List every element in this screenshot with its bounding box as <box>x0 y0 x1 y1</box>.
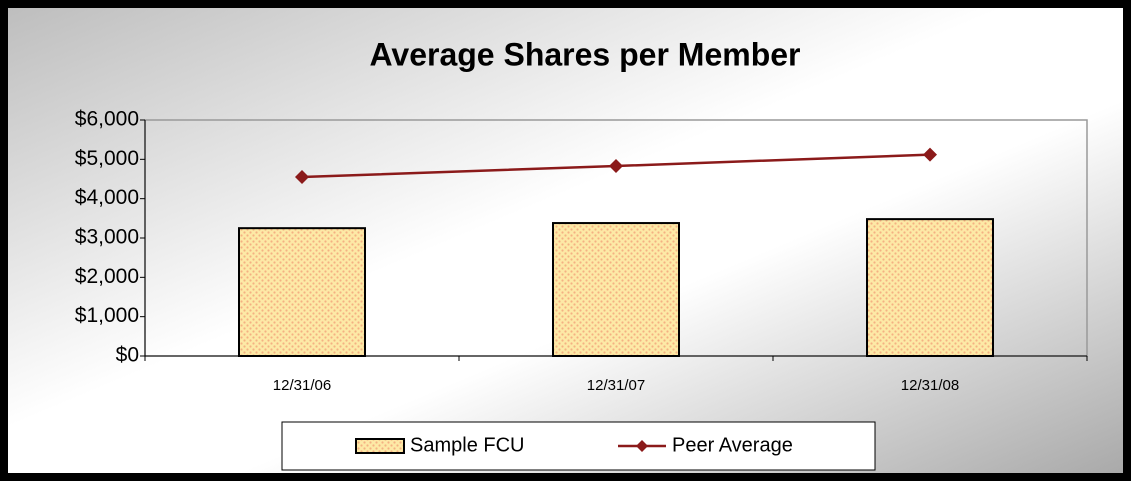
chart-title: Average Shares per Member <box>369 36 800 72</box>
y-tick-label: $5,000 <box>75 147 139 170</box>
x-tick-label: 12/31/07 <box>587 377 645 394</box>
legend-label: Sample FCU <box>410 434 524 456</box>
bar <box>552 222 680 357</box>
x-tick-label: 12/31/08 <box>901 377 959 394</box>
marker <box>923 147 937 162</box>
y-tick-label: $3,000 <box>75 226 139 249</box>
x-tick-label: 12/31/06 <box>273 377 331 394</box>
y-tick-label: $4,000 <box>75 186 139 209</box>
legend-label: Peer Average <box>672 434 793 456</box>
y-tick-label: $2,000 <box>75 265 139 288</box>
y-tick-label: $6,000 <box>75 108 139 131</box>
legend-swatch <box>355 438 405 454</box>
y-tick-label: $0 <box>116 344 139 367</box>
legend-marker <box>636 440 648 452</box>
bar <box>238 227 366 358</box>
y-tick-label: $1,000 <box>75 304 139 327</box>
marker <box>295 170 309 185</box>
marker <box>609 159 623 174</box>
bar <box>866 218 994 357</box>
